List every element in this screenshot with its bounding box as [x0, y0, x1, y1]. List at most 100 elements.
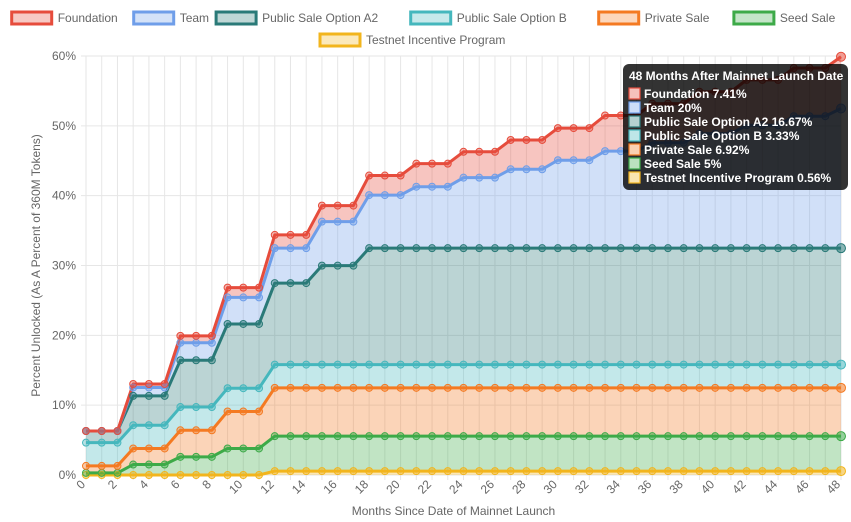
data-point[interactable] — [412, 467, 421, 476]
data-point[interactable] — [396, 432, 405, 441]
data-point[interactable] — [490, 360, 499, 369]
data-point[interactable] — [805, 244, 814, 253]
data-point[interactable] — [569, 432, 578, 441]
data-point[interactable] — [428, 432, 437, 441]
data-point[interactable] — [553, 467, 562, 476]
data-point[interactable] — [836, 382, 846, 393]
data-point[interactable] — [490, 173, 499, 182]
data-point[interactable] — [286, 244, 295, 253]
data-point[interactable] — [207, 471, 216, 479]
data-point[interactable] — [176, 331, 185, 340]
data-point[interactable] — [286, 467, 295, 476]
data-point[interactable] — [538, 135, 547, 144]
data-point[interactable] — [789, 467, 798, 476]
data-point[interactable] — [726, 360, 735, 369]
data-point[interactable] — [585, 244, 594, 253]
data-point[interactable] — [239, 407, 248, 416]
data-point[interactable] — [176, 452, 185, 461]
legend-item-public-sale-option-b[interactable]: Public Sale Option B — [409, 10, 567, 26]
data-point[interactable] — [758, 75, 767, 84]
data-point[interactable] — [805, 467, 814, 476]
data-point[interactable] — [789, 383, 798, 392]
data-point[interactable] — [396, 467, 405, 476]
data-point[interactable] — [522, 467, 531, 476]
data-point[interactable] — [616, 244, 625, 253]
data-point[interactable] — [506, 360, 515, 369]
data-point[interactable] — [223, 293, 232, 302]
data-point[interactable] — [192, 471, 201, 479]
data-point[interactable] — [585, 360, 594, 369]
data-point[interactable] — [239, 293, 248, 302]
legend-item-team[interactable]: Team — [132, 10, 209, 26]
data-point[interactable] — [270, 383, 279, 392]
data-point[interactable] — [82, 471, 90, 479]
data-point[interactable] — [758, 432, 767, 441]
data-point[interactable] — [144, 471, 153, 479]
data-point[interactable] — [663, 432, 672, 441]
data-point[interactable] — [239, 471, 248, 479]
data-point[interactable] — [789, 112, 798, 121]
data-point[interactable] — [380, 467, 389, 476]
data-point[interactable] — [601, 244, 610, 253]
data-point[interactable] — [553, 432, 562, 441]
data-point[interactable] — [365, 244, 374, 253]
data-point[interactable] — [412, 244, 421, 253]
data-point[interactable] — [176, 403, 185, 412]
data-point[interactable] — [475, 147, 484, 156]
data-point[interactable] — [648, 99, 657, 108]
data-point[interactable] — [821, 64, 830, 73]
data-point[interactable] — [742, 121, 751, 130]
data-point[interactable] — [113, 427, 122, 436]
data-point[interactable] — [443, 244, 452, 253]
data-point[interactable] — [821, 432, 830, 441]
data-point[interactable] — [349, 201, 358, 210]
data-point[interactable] — [789, 64, 798, 73]
data-point[interactable] — [648, 383, 657, 392]
data-point[interactable] — [333, 383, 342, 392]
data-point[interactable] — [522, 244, 531, 253]
data-point[interactable] — [270, 279, 279, 288]
data-point[interactable] — [97, 427, 106, 436]
data-point[interactable] — [443, 432, 452, 441]
data-point[interactable] — [522, 165, 531, 174]
data-point[interactable] — [459, 173, 468, 182]
data-point[interactable] — [616, 383, 625, 392]
data-point[interactable] — [270, 244, 279, 253]
data-point[interactable] — [758, 121, 767, 130]
data-point[interactable] — [742, 432, 751, 441]
data-point[interactable] — [742, 383, 751, 392]
data-point[interactable] — [632, 360, 641, 369]
data-point[interactable] — [585, 467, 594, 476]
data-point[interactable] — [286, 432, 295, 441]
data-point[interactable] — [443, 467, 452, 476]
data-point[interactable] — [569, 383, 578, 392]
data-point[interactable] — [506, 244, 515, 253]
data-point[interactable] — [538, 360, 547, 369]
data-point[interactable] — [113, 471, 122, 479]
data-point[interactable] — [475, 244, 484, 253]
data-point[interactable] — [255, 444, 264, 453]
data-point[interactable] — [412, 182, 421, 191]
data-point[interactable] — [663, 138, 672, 147]
data-point[interactable] — [522, 383, 531, 392]
data-point[interactable] — [144, 380, 153, 389]
data-point[interactable] — [553, 360, 562, 369]
data-point[interactable] — [255, 384, 264, 393]
data-point[interactable] — [428, 159, 437, 168]
data-point[interactable] — [113, 461, 122, 470]
data-point[interactable] — [774, 75, 783, 84]
data-point[interactable] — [255, 407, 264, 416]
data-point[interactable] — [82, 427, 90, 436]
data-point[interactable] — [490, 383, 499, 392]
data-point[interactable] — [821, 244, 830, 253]
data-point[interactable] — [113, 438, 122, 447]
data-point[interactable] — [569, 360, 578, 369]
data-point[interactable] — [428, 360, 437, 369]
data-point[interactable] — [836, 243, 846, 254]
data-point[interactable] — [396, 244, 405, 253]
data-point[interactable] — [679, 99, 688, 108]
data-point[interactable] — [695, 129, 704, 138]
data-point[interactable] — [585, 156, 594, 165]
data-point[interactable] — [302, 467, 311, 476]
data-point[interactable] — [601, 147, 610, 156]
